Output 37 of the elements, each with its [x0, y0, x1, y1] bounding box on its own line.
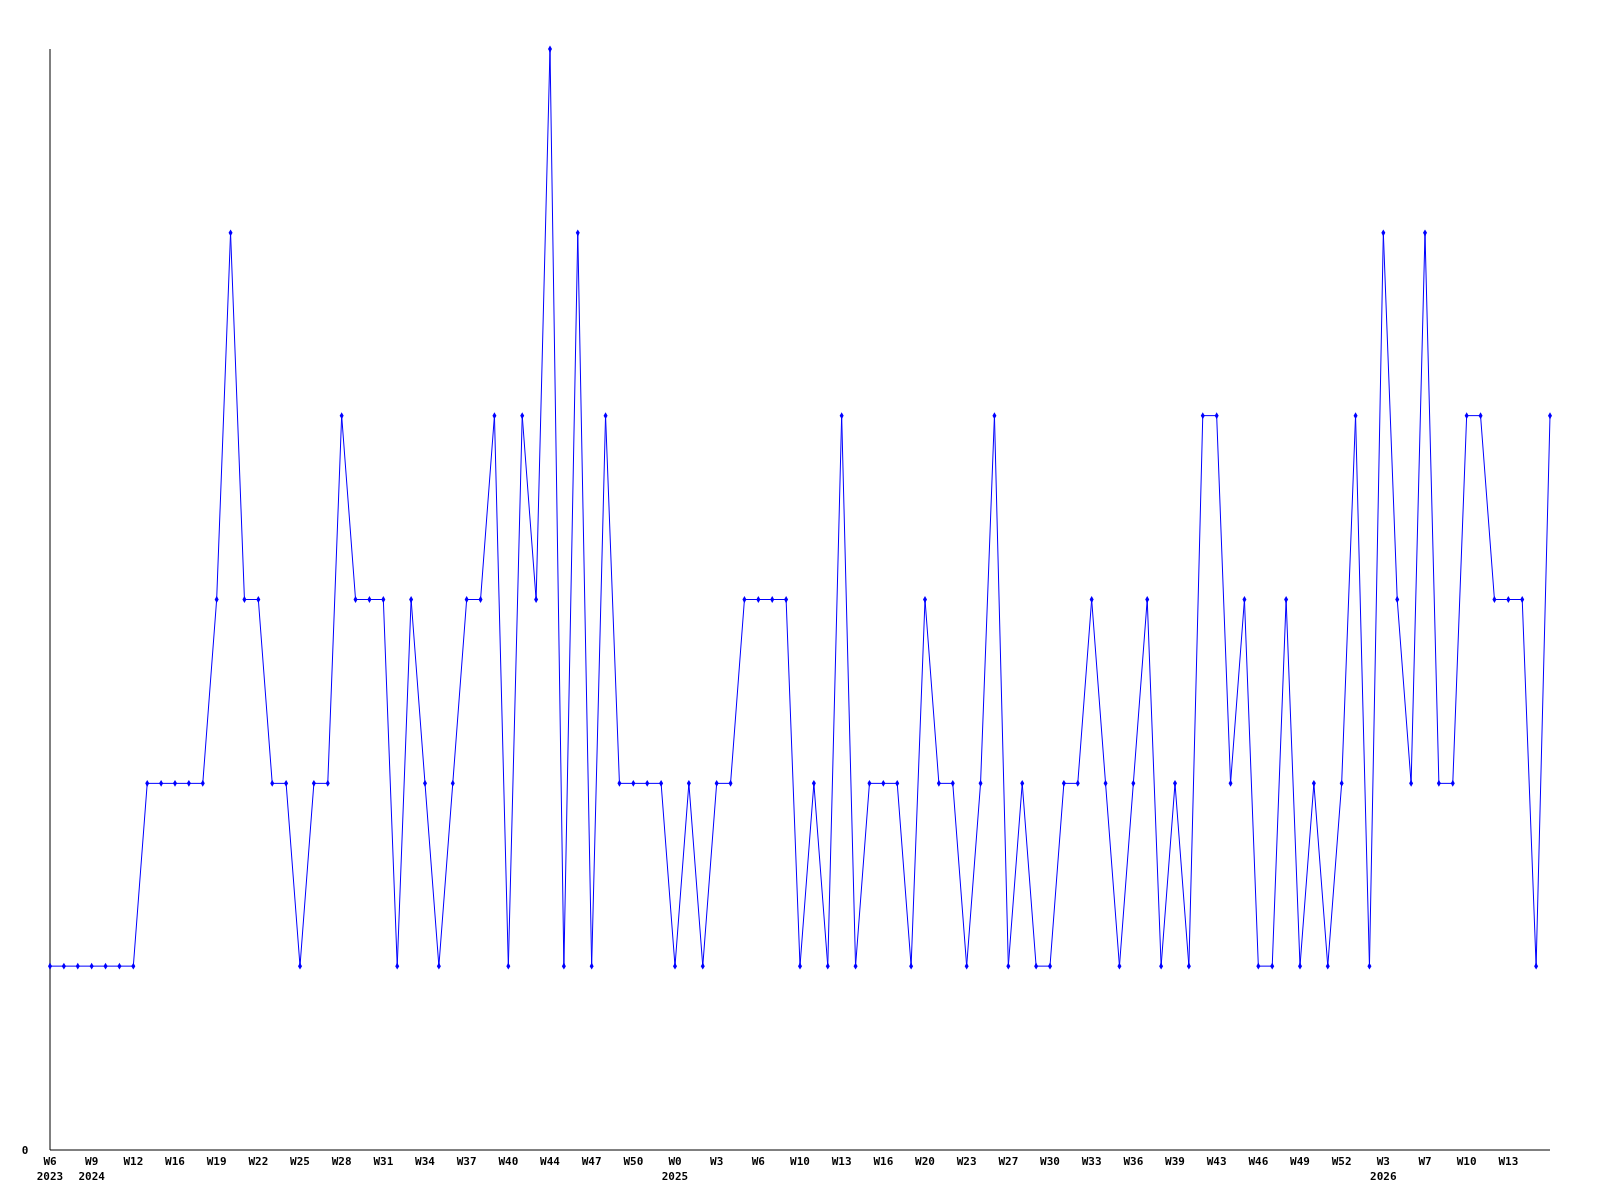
x-tick-label: W40 [498, 1155, 519, 1168]
x-tick-label: W49 [1290, 1155, 1310, 1168]
x-tick-label: W34 [415, 1155, 436, 1168]
x-tick-label: W0 2025 [661, 1155, 689, 1183]
x-tick-label: W20 [915, 1155, 935, 1168]
x-tick-label: W36 [1123, 1155, 1144, 1168]
x-tick-label: W16 [873, 1155, 894, 1168]
x-tick-label: W19 [206, 1155, 227, 1168]
x-tick-label: W50 [623, 1155, 644, 1168]
text: 0 [21, 1144, 29, 1157]
x-tick-label: W22 [248, 1155, 269, 1168]
x-tick-label: W43 [1206, 1155, 1227, 1168]
x-tick-label: W30 [1040, 1155, 1060, 1168]
x-tick-label: W33 [1081, 1155, 1102, 1168]
x-tick-label: W23 [956, 1155, 977, 1168]
x-tick-label: W39 [1165, 1155, 1185, 1168]
x-tick-label: W44 [540, 1155, 561, 1168]
x-tick-label: W13 [831, 1155, 852, 1168]
x-tick-label: W3 [710, 1155, 724, 1168]
x-tick-label: W6 2023 [36, 1155, 64, 1183]
x-tick-label: W6 [751, 1155, 766, 1168]
x-tick-label: W10 [1456, 1155, 1477, 1168]
x-tick-label: W13 [1498, 1155, 1519, 1168]
x-tick-label: W31 [373, 1155, 394, 1168]
x-tick-label: W7 [1418, 1155, 1432, 1168]
x-tick-label: W16 [165, 1155, 186, 1168]
x-tick-label: W52 [1331, 1155, 1352, 1168]
x-tick-label: W27 [998, 1155, 1019, 1168]
x-tick-label: W37 [456, 1155, 477, 1168]
x-tick-label: W47 [581, 1155, 602, 1168]
x-tick-label: W46 [1248, 1155, 1269, 1168]
x-tick-label: W25 [290, 1155, 310, 1168]
x-tick-label: W3 2026 [1370, 1155, 1397, 1183]
x-tick-label: W28 [331, 1155, 352, 1168]
x-tick-label: W9 2024 [78, 1155, 106, 1183]
x-tick-label: W12 [123, 1155, 144, 1168]
x-tick-label: W10 [790, 1155, 810, 1168]
